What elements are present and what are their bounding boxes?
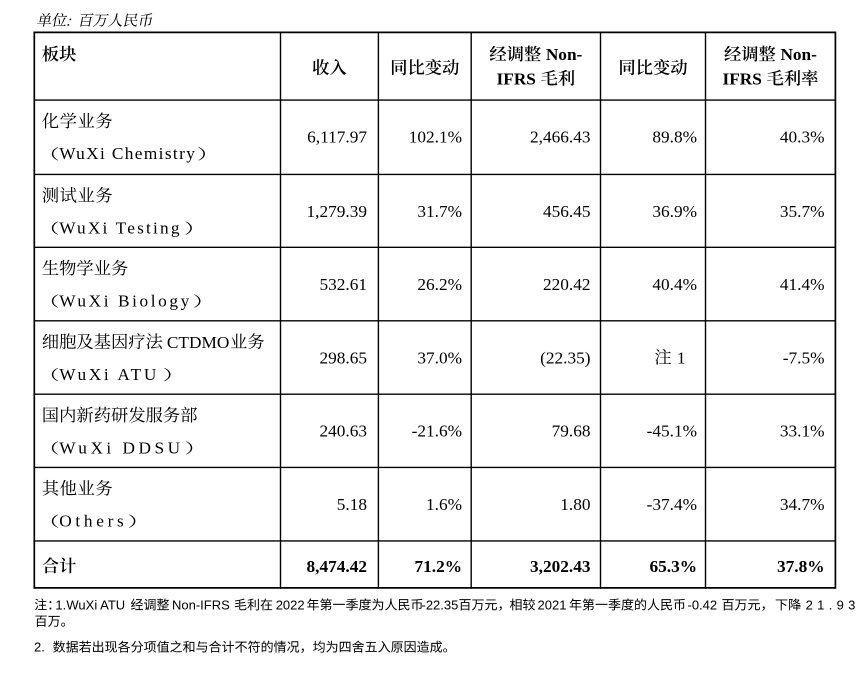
svg-text:5.18: 5.18: [337, 495, 367, 514]
svg-text:CTDMO: CTDMO: [167, 333, 229, 352]
svg-text:35.7%: 35.7%: [780, 202, 825, 221]
svg-text:41.4%: 41.4%: [780, 275, 825, 294]
svg-text:WuXi Chemistry: WuXi Chemistry: [59, 144, 196, 163]
svg-text:Non-: Non-: [780, 45, 817, 64]
svg-text:2,466.43: 2,466.43: [530, 128, 590, 147]
svg-text:37.0%: 37.0%: [417, 348, 462, 367]
svg-text:102.1%: 102.1%: [409, 128, 462, 147]
svg-text:-21.93: -21.93: [797, 597, 860, 612]
svg-text:IFRS: IFRS: [497, 69, 536, 88]
svg-text:-45.1%: -45.1%: [647, 422, 697, 441]
svg-text:1: 1: [677, 348, 686, 367]
svg-text:26.2%: 26.2%: [417, 275, 462, 294]
svg-text:-7.5%: -7.5%: [783, 348, 825, 367]
svg-text:456.45: 456.45: [543, 202, 591, 221]
svg-text:40.4%: 40.4%: [652, 275, 697, 294]
svg-text:(22.35): (22.35): [540, 348, 590, 367]
svg-text:3,202.43: 3,202.43: [530, 557, 591, 576]
svg-text:1.80: 1.80: [560, 495, 590, 514]
svg-text:6,117.97: 6,117.97: [307, 128, 367, 147]
svg-text:Non-IFRS: Non-IFRS: [172, 597, 230, 612]
svg-text:31.7%: 31.7%: [417, 202, 462, 221]
svg-text:WuXi Biology: WuXi Biology: [59, 291, 192, 310]
svg-text:79.68: 79.68: [552, 422, 591, 441]
svg-text::: :: [65, 14, 73, 30]
svg-text:532.61: 532.61: [319, 275, 367, 294]
svg-text:WuXi ATU: WuXi ATU: [66, 597, 125, 612]
svg-text:1,279.39: 1,279.39: [307, 202, 367, 221]
svg-text:Others: Others: [59, 512, 127, 531]
svg-text:IFRS: IFRS: [722, 69, 761, 88]
svg-text:2.: 2.: [34, 640, 45, 655]
svg-text:Non-: Non-: [546, 45, 583, 64]
svg-text:34.7%: 34.7%: [780, 495, 825, 514]
svg-text:WuXi Testing: WuXi Testing: [59, 219, 181, 238]
svg-text:-21.6%: -21.6%: [412, 422, 462, 441]
svg-text:36.9%: 36.9%: [652, 202, 697, 221]
svg-text:2021: 2021: [538, 597, 567, 612]
svg-text:65.3%: 65.3%: [649, 557, 697, 576]
svg-text:40.3%: 40.3%: [780, 128, 825, 147]
svg-text:89.8%: 89.8%: [652, 128, 697, 147]
svg-text:WuXi ATU: WuXi ATU: [59, 365, 159, 384]
svg-text:-22.35: -22.35: [422, 597, 459, 612]
svg-text:8,474.42: 8,474.42: [307, 557, 367, 576]
svg-text:33.1%: 33.1%: [780, 422, 825, 441]
svg-text:37.8%: 37.8%: [777, 557, 825, 576]
svg-text:71.2%: 71.2%: [414, 557, 462, 576]
svg-text:2022: 2022: [276, 597, 305, 612]
svg-text:WuXi DDSU: WuXi DDSU: [59, 438, 183, 457]
svg-text:-37.4%: -37.4%: [647, 495, 697, 514]
svg-text:298.65: 298.65: [319, 348, 367, 367]
svg-text:220.42: 220.42: [543, 275, 591, 294]
svg-text:240.63: 240.63: [319, 422, 367, 441]
svg-text:1.6%: 1.6%: [426, 495, 462, 514]
svg-text:-0.42: -0.42: [688, 597, 718, 612]
svg-text:1.: 1.: [55, 597, 66, 612]
